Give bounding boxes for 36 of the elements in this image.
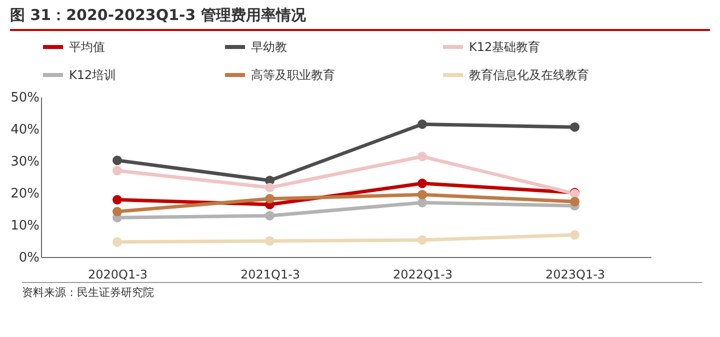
point [418,178,427,188]
point [112,194,122,204]
legend-label: 平均值 [69,40,105,54]
point [265,210,274,220]
legend-label: K12培训 [69,68,116,82]
y-tick-label: 0% [18,250,40,266]
point [418,235,427,245]
point [265,236,274,246]
legend-label: 高等及职业教育 [251,68,335,82]
y-tick-label: 10% [10,218,40,234]
legend-label: 教育信息化及在线教育 [469,68,589,82]
y-tick-label: 30% [10,154,40,170]
point [570,230,580,240]
point [418,190,427,200]
legend-label: K12基础教育 [469,40,540,54]
point [570,122,580,132]
y-tick-label: 40% [10,122,40,138]
point [112,237,122,247]
y-tick-label: 20% [10,186,40,202]
point [570,196,580,206]
x-tick-label: 2022Q1-3 [392,268,453,282]
point [418,152,427,162]
point [418,119,427,129]
point [418,198,427,208]
y-tick-label: 50% [10,90,40,106]
point [265,194,274,204]
point [112,156,122,166]
chart-title: 图 31：2020-2023Q1-3 管理费用率情况 [10,6,710,31]
text: 资料来源：民生证券研究院 [22,282,702,300]
legend-label: 早幼教 [251,40,287,54]
x-tick-label: 2023Q1-3 [545,268,606,282]
point [265,182,274,192]
point [112,206,122,216]
x-tick-label: 2020Q1-3 [88,268,148,282]
x-tick-label: 2021Q1-3 [240,268,300,282]
point [112,166,122,176]
